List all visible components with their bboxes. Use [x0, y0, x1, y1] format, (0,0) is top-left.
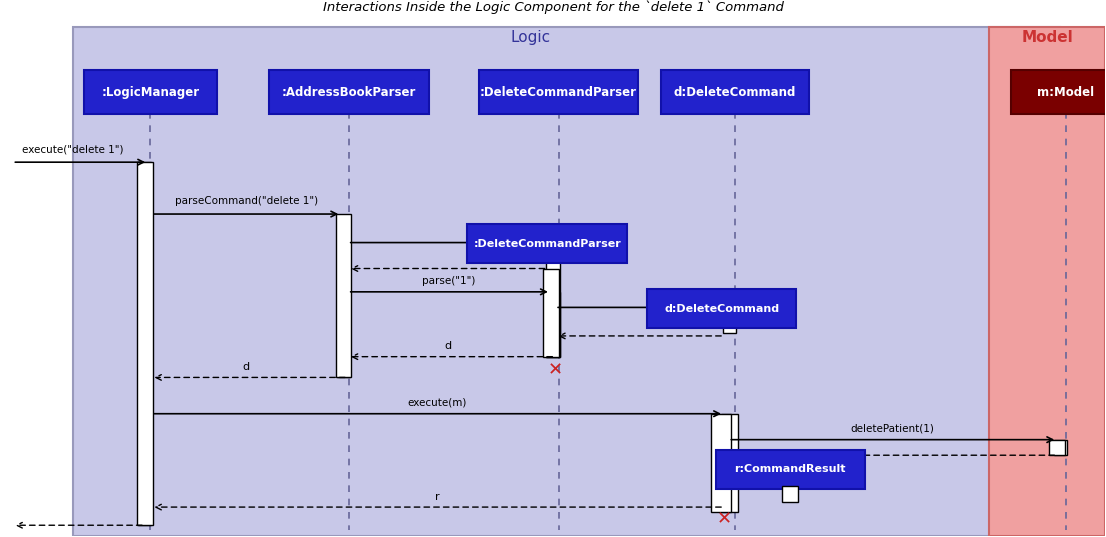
- Text: d:DeleteCommand: d:DeleteCommand: [665, 304, 780, 314]
- Bar: [1050, 440, 1065, 455]
- Text: ✕: ✕: [717, 510, 731, 528]
- Bar: [546, 292, 560, 357]
- Bar: [1054, 440, 1067, 455]
- FancyBboxPatch shape: [84, 70, 217, 114]
- Bar: [137, 162, 153, 525]
- Text: :AddressBookParser: :AddressBookParser: [282, 86, 416, 99]
- Bar: [782, 487, 797, 502]
- Bar: [335, 214, 351, 378]
- FancyBboxPatch shape: [73, 27, 1061, 535]
- Bar: [543, 268, 559, 357]
- Bar: [778, 468, 791, 487]
- Text: Interactions Inside the Logic Component for the `delete 1` Command: Interactions Inside the Logic Component …: [323, 1, 783, 14]
- Text: Model: Model: [1021, 30, 1073, 45]
- Text: m:Model: m:Model: [1037, 86, 1095, 99]
- FancyBboxPatch shape: [1011, 70, 1106, 114]
- Bar: [711, 413, 731, 512]
- Bar: [721, 413, 738, 512]
- Text: ✕: ✕: [547, 362, 563, 380]
- Bar: [546, 243, 560, 357]
- FancyBboxPatch shape: [717, 450, 865, 489]
- Bar: [723, 307, 737, 333]
- Text: :DeleteCommandParser: :DeleteCommandParser: [480, 86, 637, 99]
- Text: r: r: [435, 492, 439, 502]
- Bar: [138, 162, 152, 525]
- FancyBboxPatch shape: [647, 289, 795, 328]
- FancyBboxPatch shape: [269, 70, 429, 114]
- Text: d:DeleteCommand: d:DeleteCommand: [674, 86, 796, 99]
- FancyBboxPatch shape: [989, 27, 1105, 535]
- FancyBboxPatch shape: [467, 224, 627, 263]
- Text: parse("1"): parse("1"): [421, 275, 474, 286]
- FancyBboxPatch shape: [660, 70, 810, 114]
- Text: :DeleteCommandParser: :DeleteCommandParser: [473, 239, 622, 249]
- FancyBboxPatch shape: [479, 70, 638, 114]
- Text: d: d: [445, 342, 451, 352]
- Bar: [336, 216, 349, 378]
- Text: execute(m): execute(m): [407, 397, 467, 408]
- Text: deletePatient(1): deletePatient(1): [851, 424, 935, 433]
- Text: execute("delete 1"): execute("delete 1"): [22, 144, 124, 155]
- Text: r:CommandResult: r:CommandResult: [734, 464, 846, 474]
- Text: Logic: Logic: [511, 30, 551, 45]
- Text: d: d: [242, 362, 250, 372]
- Text: :LogicManager: :LogicManager: [102, 86, 199, 99]
- Text: parseCommand("delete 1"): parseCommand("delete 1"): [175, 196, 317, 206]
